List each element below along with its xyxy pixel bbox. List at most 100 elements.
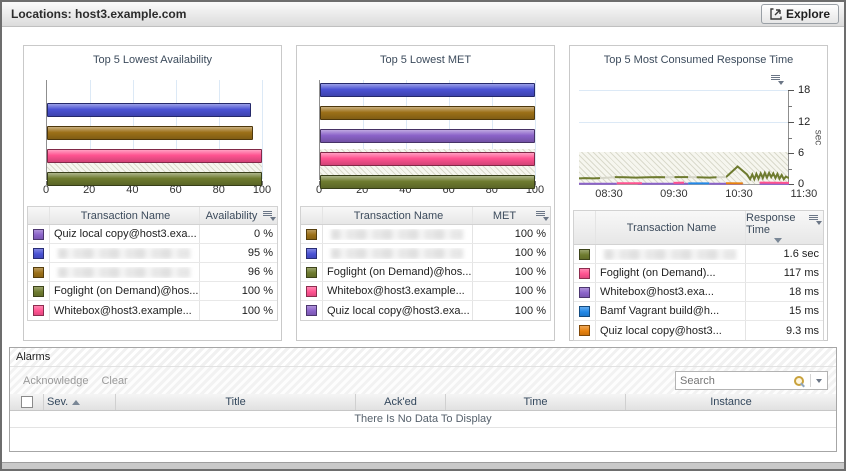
table-row[interactable]: Foglight (on Demand)@hos... 100 % [28,282,277,301]
table-row[interactable]: Foglight (on Demand)@hos... 100 % [301,263,550,282]
availability-panel: Top 5 Lowest Availability 0 20 40 60 80 100 T… [23,45,282,341]
acked-column-header[interactable]: Ack'ed [356,394,446,410]
swatch-cell [574,302,596,320]
value-cell: 15 ms [745,302,823,320]
series-color-swatch [306,247,317,259]
swatch-cell [301,244,323,262]
bar-slot [47,149,262,169]
transaction-name-cell [323,247,472,259]
bottom-scrollbar[interactable] [2,462,844,469]
series-color-swatch [579,248,590,260]
transaction-name-cell: Quiz local copy@host3.exa... [54,228,197,240]
gridline [579,121,788,123]
bar[interactable] [320,175,535,189]
bar-slot [47,80,262,100]
acknowledge-button[interactable]: Acknowledge [23,374,89,387]
value-column-header[interactable]: Availability [199,207,277,224]
clear-button[interactable]: Clear [101,374,128,387]
value-column-header[interactable]: Response Time [745,211,823,244]
time-column-header[interactable]: Time [446,394,626,410]
color-column-header [574,211,596,244]
tick-mark [535,181,536,185]
bar[interactable] [320,83,535,97]
bar[interactable] [320,129,535,143]
instance-column-header[interactable]: Instance [710,396,752,408]
x-tick-label: 0 [42,184,50,196]
response-time-table: Transaction Name Response Time 1.6 sec Fogl… [573,210,824,341]
series-color-swatch [33,228,44,240]
alarms-section: Alarms Acknowledge Clear Sev. Title [9,347,837,452]
table-row[interactable]: Quiz local copy@host3... 9.3 ms [574,321,823,340]
x-tick-label: 100 [252,184,272,196]
table-row[interactable]: Quiz local copy@host3.exa... 0 % [28,225,277,244]
value-cell: 100 % [472,244,550,262]
swatch-cell [28,225,50,243]
alarms-table-header: Sev. Title Ack'ed Time Instance [10,394,836,411]
bar[interactable] [47,126,254,140]
bar[interactable] [47,172,262,186]
sort-descending-icon [773,238,782,243]
swatch-cell [574,321,596,340]
bar-slot [320,106,535,126]
tick-mark [788,105,792,107]
x-tick-label: 0 [315,184,323,196]
redacted-text [604,248,736,260]
table-row[interactable]: Whitebox@host3.example... 100 % [28,301,277,320]
series-line [725,165,789,182]
table-row[interactable]: Quiz local copy@host3.exa... 100 % [301,301,550,320]
table-row[interactable]: 95 % [28,244,277,263]
table-row[interactable]: Foglight (on Demand)... 117 ms [574,264,823,283]
series-color-swatch [33,285,44,297]
bar[interactable] [320,152,535,166]
name-column-header[interactable]: Transaction Name [80,209,171,222]
y-tick-label: 0 [798,178,805,190]
title-column-header[interactable]: Title [116,394,356,410]
customizer-icon[interactable] [263,210,276,221]
met-bar-chart: 0 20 40 60 80 100 [297,78,554,196]
name-column-header[interactable]: Transaction Name [626,221,717,234]
color-column-header [301,207,323,224]
tick-mark [319,181,320,185]
table-row[interactable]: Whitebox@host3.example... 100 % [301,282,550,301]
search-input[interactable] [676,374,794,387]
table-row[interactable]: 96 % [28,263,277,282]
table-row[interactable]: 1.6 sec [574,245,823,264]
x-tick-label: 10:30 [725,188,753,200]
alarms-title: Alarms [10,348,836,367]
select-all-checkbox[interactable] [20,396,33,408]
bar[interactable] [47,103,252,117]
met-table: Transaction Name MET 100 % 100 % Foglight (o… [300,206,551,321]
table-header-row: Transaction Name Response Time [574,211,823,245]
series-color-swatch [306,228,317,240]
x-tick-label: 80 [212,184,225,196]
bar-slot [320,152,535,172]
table-row[interactable]: 100 % [301,244,550,263]
no-data-message: There Is No Data To Display [10,411,836,428]
x-tick-label: 11:30 [790,188,818,200]
table-row[interactable]: Bamf Vagrant build@h... 15 ms [574,302,823,321]
table-row[interactable]: Whitebox@host3.exa... 18 ms [574,283,823,302]
bar[interactable] [320,106,535,120]
explore-button[interactable]: Explore [760,4,839,24]
transaction-name-cell: Foglight (on Demand)... [600,267,716,279]
table-row[interactable]: 100 % [301,225,550,244]
customizer-icon[interactable] [536,210,549,221]
redacted-text [331,228,463,240]
table-header-row: Transaction Name Availability [28,207,277,225]
top5-panels-row: Top 5 Lowest Availability 0 20 40 60 80 100 T… [2,27,844,341]
customizer-icon[interactable] [809,214,822,225]
name-column-header[interactable]: Transaction Name [353,209,444,222]
value-cell: 96 % [199,263,277,281]
threshold-hatch-band [579,152,788,184]
series-color-swatch [579,286,590,298]
customizer-icon[interactable] [771,74,784,85]
severity-column-header[interactable]: Sev. [44,394,116,410]
swatch-cell [301,282,323,300]
swatch-cell [301,301,323,320]
y-tick-label: 12 [798,115,811,128]
value-column-header[interactable]: MET [472,207,550,224]
bar[interactable] [47,149,262,163]
search-dropdown-caret[interactable] [811,378,827,383]
transaction-name-cell [323,228,472,240]
availability-table: Transaction Name Availability Quiz local c… [27,206,278,321]
